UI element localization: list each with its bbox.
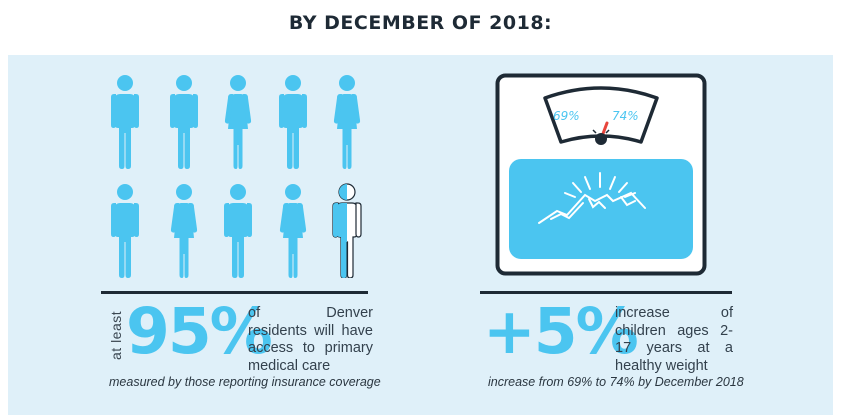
- weight-note: increase from 69% to 74% by December 201…: [488, 375, 744, 389]
- male-person-icon: [111, 75, 139, 169]
- access-description: of Denver residents will have access to …: [248, 305, 373, 374]
- person-icon: [275, 182, 311, 278]
- person-icon: [220, 73, 256, 169]
- person-icon: [275, 73, 311, 169]
- female-person-icon: [224, 75, 252, 169]
- people-grid: [107, 73, 369, 283]
- person-icon: [107, 182, 143, 278]
- left-divider: [101, 291, 368, 294]
- at-least-label: at least: [108, 310, 124, 360]
- male-person-icon: [170, 75, 198, 169]
- access-note: measured by those reporting insurance co…: [109, 375, 381, 389]
- person-icon: [220, 182, 256, 278]
- weight-increase: +5%: [483, 295, 639, 368]
- male-person-icon: [111, 184, 139, 278]
- female-person-icon: [333, 75, 361, 169]
- person-icon: [329, 182, 365, 278]
- person-icon: [329, 73, 365, 169]
- male-person-icon: [279, 75, 307, 169]
- female-person-icon: [279, 184, 307, 278]
- scale-icon: 69% 74%: [495, 73, 707, 276]
- scale-to-label: 74%: [612, 109, 639, 123]
- person-icon: [166, 73, 202, 169]
- scale-from-label: 69%: [553, 109, 580, 123]
- scale-illustration: 69% 74%: [495, 73, 707, 276]
- right-divider: [480, 291, 732, 294]
- access-percent: 95%: [126, 295, 273, 368]
- page-title: BY DECEMBER OF 2018:: [288, 12, 553, 34]
- person-icon: [166, 182, 202, 278]
- person-icon: [107, 73, 143, 169]
- weight-description: increase of children ages 2-17 years at …: [615, 305, 733, 374]
- male-person-icon: [332, 183, 362, 278]
- female-person-icon: [170, 184, 198, 278]
- male-person-icon: [224, 184, 252, 278]
